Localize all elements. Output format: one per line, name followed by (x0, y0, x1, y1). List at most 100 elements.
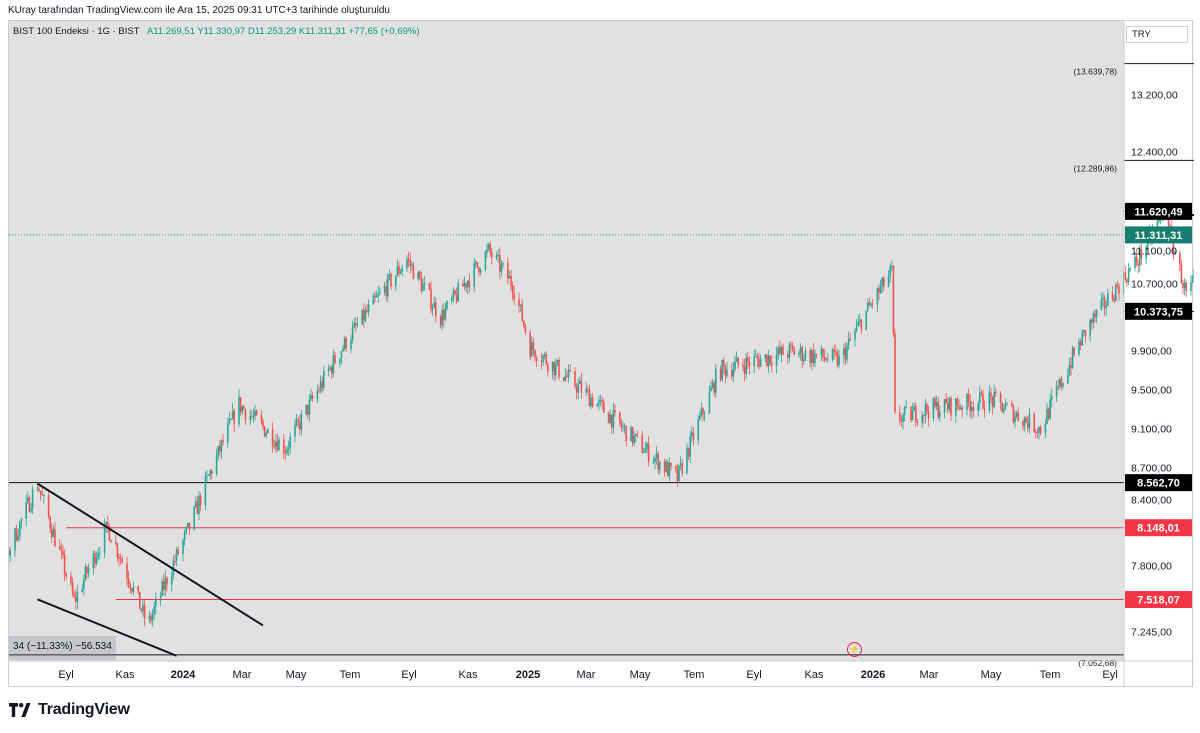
candle-body (198, 495, 200, 514)
candle-body (519, 304, 522, 306)
candle-body (769, 355, 771, 363)
chart-pane[interactable]: (13.639,78) (12.289,86) (7.052,68) 7.245,0… (8, 20, 1194, 688)
currency-selector[interactable]: TRY (1126, 26, 1188, 43)
candle-body (1057, 386, 1059, 388)
candle-body (484, 252, 487, 270)
trend-line[interactable] (37, 598, 177, 657)
candle-body (251, 415, 253, 417)
candle-body (454, 290, 456, 295)
candle-body (1183, 282, 1186, 288)
time-tick-label: Eyl (746, 669, 761, 681)
candle-body (611, 414, 613, 428)
candle-body (670, 463, 672, 466)
candle-body (499, 254, 501, 272)
candle-body (108, 525, 111, 541)
candle-body (966, 393, 968, 411)
candle-body (977, 403, 979, 411)
time-tick-label: May (981, 669, 1002, 681)
candle-body (239, 397, 242, 413)
price-tick-label: 12.400,00 (1131, 147, 1178, 159)
candle-body (715, 368, 717, 393)
candle-body (780, 346, 783, 354)
time-tick-label: Kas (805, 669, 824, 681)
lightning-icon[interactable]: ⚡ (847, 642, 862, 657)
candle-body (195, 501, 197, 507)
candle-body (185, 527, 187, 533)
candle-body (1145, 246, 1147, 259)
price-tick-label: 9.100,00 (1131, 424, 1172, 436)
candle-body (950, 397, 952, 416)
candle-body (793, 348, 795, 355)
candle-body (497, 254, 499, 256)
candle-body (868, 302, 871, 306)
candle-body (857, 321, 859, 326)
candle-body (374, 295, 376, 298)
candle-body (27, 497, 29, 502)
candle-body (222, 440, 224, 443)
candle-body (742, 364, 744, 368)
candle-body (558, 359, 560, 378)
candle-body (327, 369, 330, 371)
time-tick-label: 2024 (171, 669, 196, 681)
candle-body (377, 293, 379, 297)
candle-body (764, 354, 767, 359)
candle-body (92, 553, 95, 569)
price-tick-label: 11.100,00 (1131, 246, 1177, 258)
candle-body (422, 284, 424, 292)
price-badge (1125, 302, 1192, 320)
candle-body (719, 368, 722, 380)
candle-body (1060, 378, 1063, 387)
candle-body (580, 380, 583, 393)
candle-body (999, 393, 1002, 403)
candle-body (747, 357, 749, 362)
candle-body (713, 382, 715, 393)
candle-body (551, 361, 554, 372)
candle-body (703, 413, 706, 415)
candle-body (255, 410, 258, 416)
candle-body (452, 290, 455, 299)
candle-body (433, 302, 435, 308)
candle-body (361, 309, 363, 325)
candle-body (473, 263, 475, 287)
candle-body (137, 586, 139, 592)
candle-body (625, 425, 627, 442)
candle-body (529, 332, 531, 357)
candle-body (52, 529, 55, 538)
candle-body (843, 348, 845, 356)
candle-body (737, 357, 739, 365)
candle-body (95, 557, 98, 564)
candle-body (273, 446, 275, 447)
candle-body (1105, 305, 1107, 309)
candle-body (1115, 284, 1117, 302)
price-chart[interactable]: (13.639,78) (12.289,86) (7.052,68) 7.245,0… (9, 21, 1194, 688)
candle-body (822, 348, 824, 358)
candle-body (734, 361, 736, 370)
candle-body (267, 429, 269, 434)
candle-body (193, 506, 195, 530)
candle-body (809, 350, 811, 363)
candle-body (1179, 253, 1181, 264)
candle-body (451, 298, 453, 302)
candle-body (507, 263, 509, 279)
candle-body (687, 448, 690, 457)
candle-body (76, 591, 79, 602)
candle-body (827, 359, 829, 361)
price-tick-label: 8.400,00 (1131, 495, 1172, 507)
candle-body (363, 309, 365, 321)
candle-body (831, 349, 834, 360)
candle-body (614, 410, 616, 413)
candle-body (356, 324, 359, 326)
candle-body (838, 355, 840, 366)
candle-body (153, 606, 155, 614)
trend-line[interactable] (36, 482, 264, 627)
candle-body (956, 398, 959, 406)
candle-body (1102, 297, 1104, 300)
candle-body (1174, 253, 1176, 254)
candle-body (271, 429, 274, 447)
price-badge-label: 8.148,01 (1137, 523, 1180, 535)
candle-body (622, 426, 624, 428)
candle-body (465, 283, 467, 288)
candle-body (63, 555, 66, 575)
candle-body (543, 354, 546, 356)
candle-body (395, 275, 397, 287)
